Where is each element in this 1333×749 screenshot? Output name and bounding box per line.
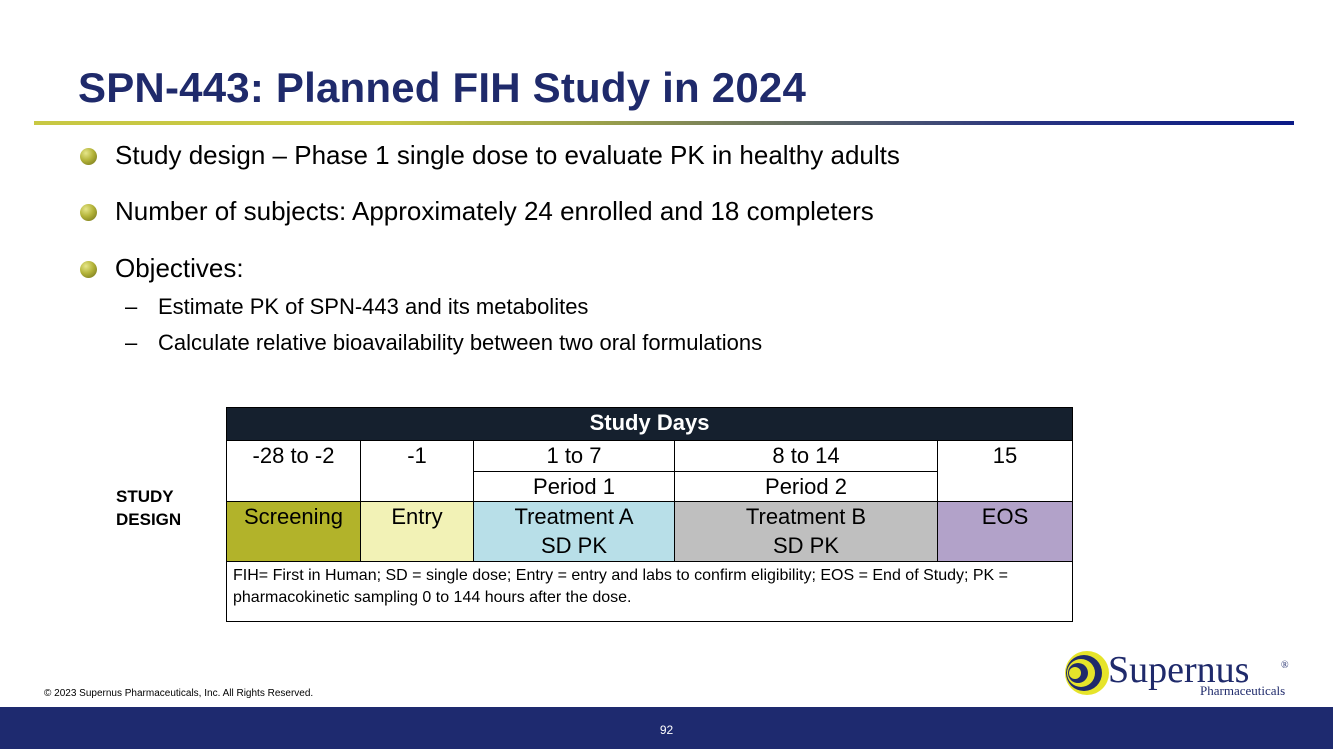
day-cell: 1 to 7 xyxy=(473,440,675,472)
copyright-notice: © 2023 Supernus Pharmaceuticals, Inc. Al… xyxy=(44,688,314,699)
phase-line: SD PK xyxy=(772,533,840,558)
bullet-text: Study design – Phase 1 single dose to ev… xyxy=(115,140,900,170)
study-design-label-line: DESIGN xyxy=(116,510,182,529)
phase-line: Treatment A xyxy=(514,504,634,529)
table-header-study-days: Study Days xyxy=(225,407,1074,441)
sub-bullet-text: Calculate relative bioavailability betwe… xyxy=(158,330,763,355)
sub-bullet-text: Estimate PK of SPN-443 and its metabolit… xyxy=(158,294,589,319)
phase-treatment-b: Treatment B SD PK xyxy=(674,501,938,562)
phase-line: SD PK xyxy=(540,533,608,558)
day-cell: 15 xyxy=(936,440,1074,502)
phase-treatment-a: Treatment A SD PK xyxy=(473,501,675,562)
logo-tagline: Pharmaceuticals xyxy=(1200,683,1285,698)
table-footnote: FIH= First in Human; SD = single dose; E… xyxy=(225,561,1074,622)
slide-title: SPN-443: Planned FIH Study in 2024 xyxy=(78,64,806,111)
study-design-label: STUDY DESIGN xyxy=(116,485,181,531)
phase-screening: Screening xyxy=(226,501,361,562)
supernus-logo: Supernus ® Pharmaceuticals xyxy=(1065,649,1289,698)
bullet-dot-icon xyxy=(80,261,97,278)
page-number: 92 xyxy=(659,723,674,737)
period-cell: Period 2 xyxy=(674,471,938,502)
bullet-dot-icon xyxy=(80,204,97,221)
supernus-logo-mark-icon xyxy=(1065,651,1109,695)
bullet-dot-icon xyxy=(80,148,97,165)
day-cell: 8 to 14 xyxy=(674,440,938,472)
phase-line: Treatment B xyxy=(745,504,867,529)
study-design-table: Study Days -28 to -2 -1 1 to 7 8 to 14 1… xyxy=(225,407,1074,622)
phase-eos: EOS xyxy=(936,501,1074,562)
dash-marker: – xyxy=(125,294,138,319)
study-design-label-line: STUDY xyxy=(116,487,174,506)
day-cell: -1 xyxy=(360,440,474,502)
phase-entry: Entry xyxy=(360,501,474,562)
footer-bar: 92 xyxy=(0,707,1333,749)
day-cell: -28 to -2 xyxy=(226,440,361,502)
logo-registered-mark: ® xyxy=(1281,660,1289,671)
dash-marker: – xyxy=(125,330,138,355)
logo-wordmark: Supernus xyxy=(1108,649,1249,691)
title-underline xyxy=(34,121,1294,125)
bullet-text: Objectives: xyxy=(115,253,244,283)
bullet-text: Number of subjects: Approximately 24 enr… xyxy=(115,196,874,226)
period-cell: Period 1 xyxy=(473,471,675,502)
